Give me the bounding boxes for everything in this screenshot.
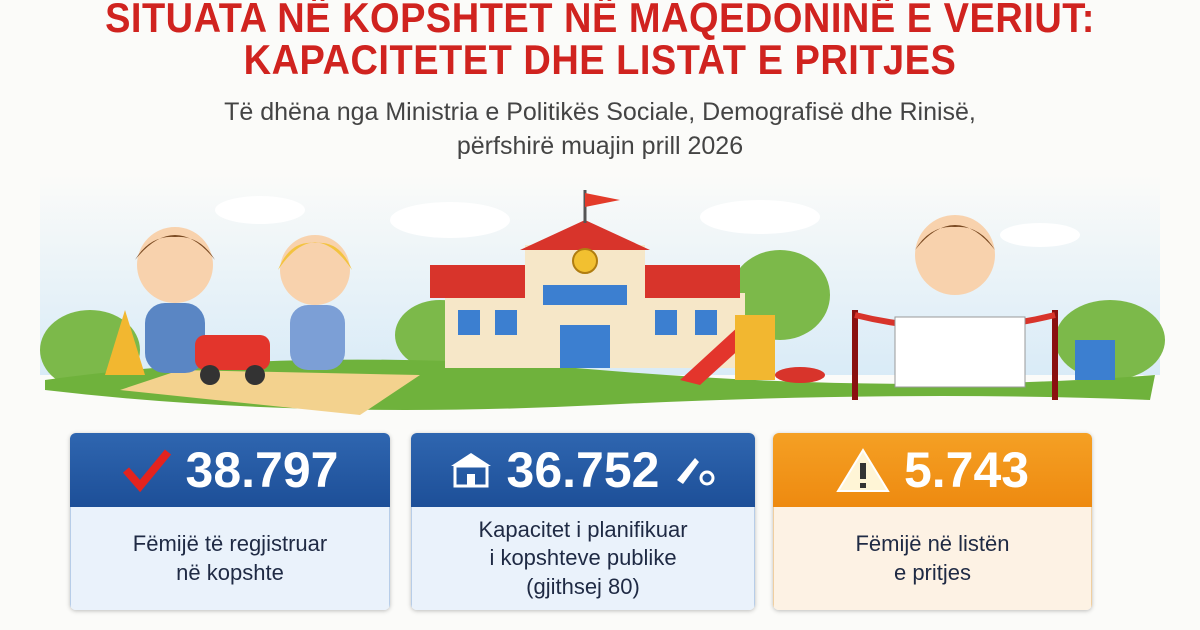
warning-icon (836, 448, 890, 492)
subtitle-line: përfshirë muajin prill 2026 (456, 132, 744, 160)
title-line: KAPACITETET DHE LISTAT E PRITJES (243, 37, 957, 85)
clouds (215, 196, 1080, 247)
stat-label: Fëmijë të regjistruar në kopshte (70, 507, 390, 610)
label-line: (gjithsej 80) (526, 573, 640, 599)
stat-value: 36.752 (506, 442, 660, 498)
label-line: Fëmijë të regjistruar (132, 530, 328, 556)
label-line: Fëmijë në listën (855, 530, 1010, 556)
stat-header: 36.752 (411, 433, 755, 507)
check-icon (122, 449, 171, 492)
stat-header: 38.797 (70, 433, 390, 507)
label-line: i kopshteve publike (489, 545, 677, 571)
child-waiting (852, 215, 1115, 400)
school (430, 190, 745, 368)
stat-label: Fëmijë në listën e pritjes (773, 507, 1092, 610)
children-left (105, 227, 352, 385)
mat (120, 370, 420, 415)
title-line: SITUATA NË KOPSHTET NË MAQEDONINË E VERI… (105, 0, 1095, 43)
playground (680, 315, 825, 385)
stat-label: Kapacitet i planifikuar i kopshteve publi… (411, 507, 755, 610)
stat-value: 38.797 (185, 442, 339, 498)
subtitle-line: Të dhëna nga Ministria e Politikës Socia… (224, 98, 976, 126)
stat-card: 38.797 Fëmijë të regjistruar në kopshte (70, 433, 390, 610)
stat-card: 36.752 Kapacitet i planifikuar i kopshtev… (411, 433, 755, 610)
label-line: në kopshte (176, 559, 284, 585)
illustration (40, 175, 1165, 415)
building-icon (450, 453, 491, 488)
label-line: e pritjes (893, 559, 972, 585)
stat-header: 5.743 (773, 433, 1092, 507)
label-line: Kapacitet i planifikuar (478, 516, 688, 542)
stat-card: 5.743 Fëmijë në listën e pritjes (773, 433, 1092, 610)
stat-value: 5.743 (903, 442, 1030, 498)
playground-icon (677, 458, 715, 486)
